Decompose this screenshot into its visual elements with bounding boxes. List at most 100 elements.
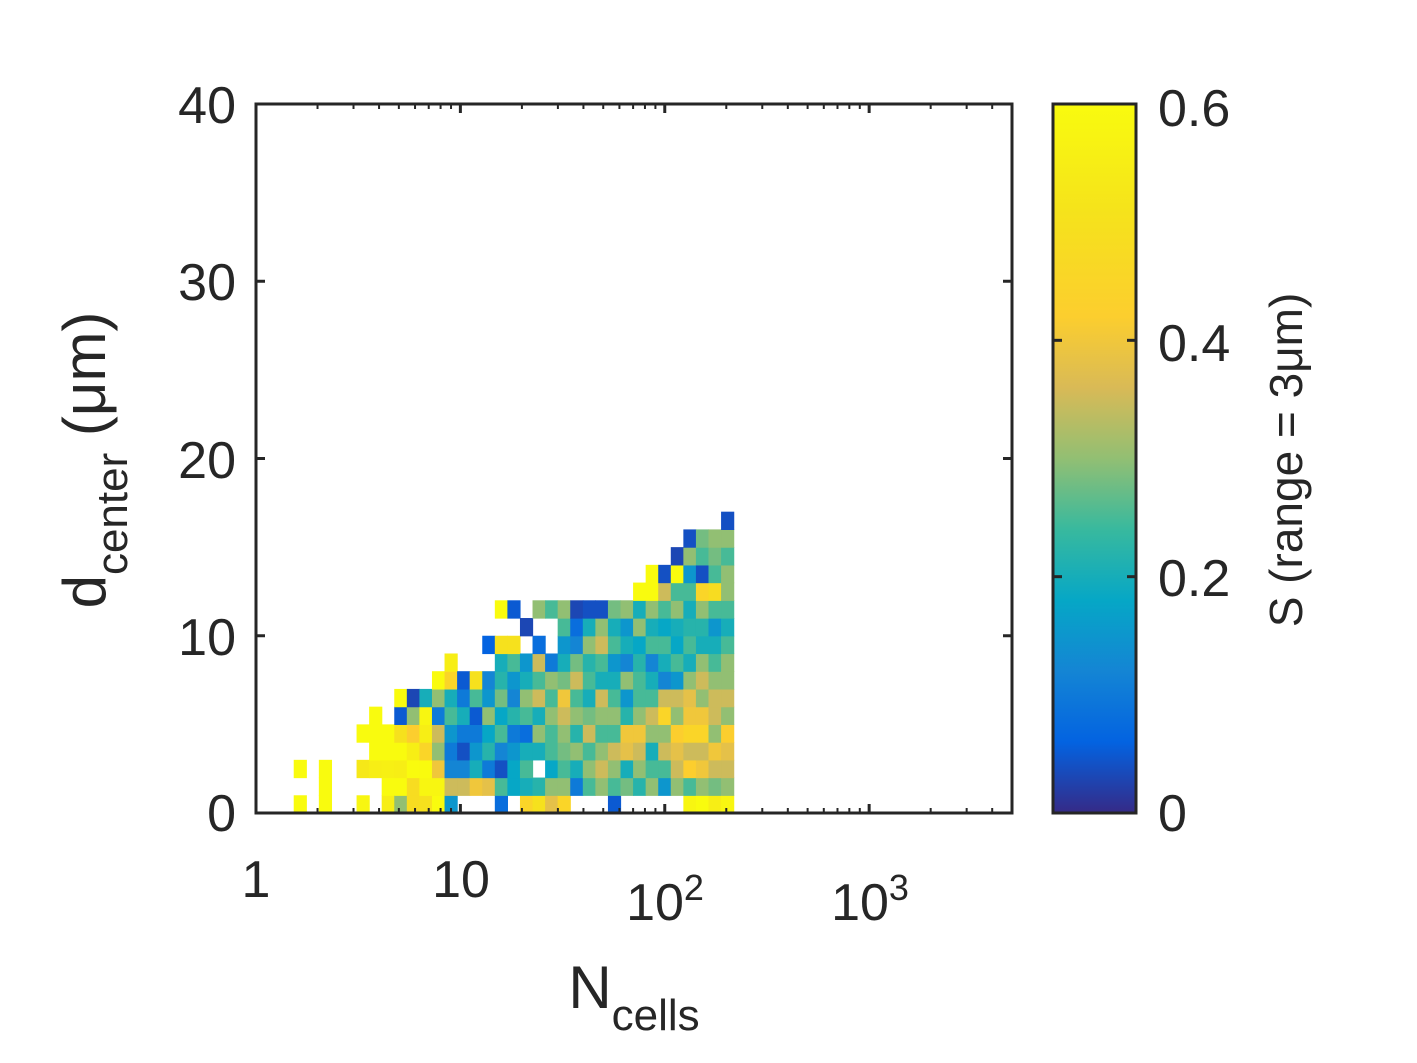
y-axis-label: dcenter (μm): [51, 312, 137, 609]
heatmap-cell: [595, 742, 609, 761]
heatmap-cell: [620, 759, 634, 779]
heatmap-cell: [695, 600, 710, 619]
heatmap-cell: [419, 777, 433, 796]
heatmap-cell: [532, 600, 546, 619]
heatmap-cell: [482, 777, 496, 796]
heatmap-cell: [695, 582, 710, 601]
heatmap-cell: [721, 529, 735, 548]
heatmap-cell: [620, 742, 634, 761]
heatmap-cell: [406, 742, 420, 761]
heatmap-cell: [658, 742, 672, 761]
heatmap-cell: [519, 795, 534, 814]
heatmap-cell: [557, 724, 571, 743]
heatmap-cell: [545, 777, 559, 796]
heatmap-cell: [394, 706, 408, 725]
heatmap-cell: [519, 706, 534, 725]
colorbar-tick-label: 0.2: [1158, 550, 1230, 608]
heatmap-cell: [582, 742, 596, 761]
heatmap-cell: [683, 653, 697, 672]
heatmap-cell: [633, 582, 647, 601]
heatmap-cell: [431, 724, 446, 743]
heatmap-cell: [595, 600, 609, 619]
heatmap-cell: [494, 724, 508, 743]
heatmap-cell: [658, 635, 672, 655]
heatmap-cell: [444, 742, 458, 761]
heatmap-cell: [633, 600, 647, 619]
heatmap-cell: [570, 688, 584, 708]
heatmap-cell: [670, 777, 684, 796]
heatmap-cell: [645, 724, 659, 743]
colorbar-gradient: [1051, 102, 1138, 815]
heatmap-cell: [695, 635, 710, 655]
heatmap-cell: [645, 582, 659, 601]
heatmap-cell: [620, 688, 634, 708]
heatmap-cell: [419, 795, 433, 814]
heatmap-cell: [645, 706, 659, 725]
heatmap-cell: [557, 706, 571, 725]
heatmap-cell: [507, 777, 521, 796]
heatmap-cell: [356, 759, 370, 779]
heatmap-cell: [381, 742, 395, 761]
y-tick-label: 0: [207, 785, 236, 843]
heatmap-cell: [658, 706, 672, 725]
heatmap-cell: [695, 706, 710, 725]
heatmap-cell: [721, 724, 735, 743]
heatmap-cell: [494, 653, 508, 672]
heatmap-cell: [570, 759, 584, 779]
heatmap-cell: [482, 688, 496, 708]
heatmap-cell: [620, 724, 634, 743]
heatmap-cell: [683, 759, 697, 779]
heatmap-cell: [670, 759, 684, 779]
heatmap-cell: [444, 671, 458, 690]
heatmap-cell: [670, 564, 684, 584]
heatmap-cell: [708, 706, 722, 725]
heatmap-cell: [494, 742, 508, 761]
heatmap-cell: [318, 759, 333, 779]
heatmap-cell: [557, 635, 571, 655]
heatmap-cell: [708, 671, 722, 690]
heatmap-cell: [607, 795, 622, 814]
heatmap-cell: [721, 671, 735, 690]
heatmap-cell: [381, 795, 395, 814]
heatmap-cell: [457, 742, 471, 761]
heatmap-cell: [721, 635, 735, 655]
heatmap-cell: [369, 706, 383, 725]
heatmap-cell: [670, 618, 684, 637]
heatmap-cell: [595, 777, 609, 796]
heatmap-cell: [721, 653, 735, 672]
heatmap-cell: [457, 671, 471, 690]
heatmap-cell: [381, 759, 395, 779]
heatmap-cell: [620, 635, 634, 655]
heatmap-cell: [457, 688, 471, 708]
heatmap-cell: [419, 742, 433, 761]
heatmap-cell: [633, 742, 647, 761]
heatmap-cells: [293, 511, 735, 814]
heatmap-cell: [444, 653, 458, 672]
y-tick-label: 40: [178, 77, 236, 135]
heatmap-cell: [570, 671, 584, 690]
heatmap-cell: [482, 759, 496, 779]
heatmap-cell: [394, 724, 408, 743]
heatmap-cell: [645, 653, 659, 672]
heatmap-cell: [582, 653, 596, 672]
heatmap-cell: [708, 688, 722, 708]
heatmap-cell: [469, 706, 483, 725]
heatmap-cell: [708, 759, 722, 779]
heatmap-cell: [557, 777, 571, 796]
heatmap-cell: [406, 688, 420, 708]
heatmap-cell: [419, 759, 433, 779]
heatmap-cell: [670, 582, 684, 601]
x-tick-label: 102: [626, 867, 704, 933]
heatmap-cell: [469, 688, 483, 708]
heatmap-cell: [708, 635, 722, 655]
heatmap-cell: [633, 635, 647, 655]
heatmap-cell: [570, 653, 584, 672]
heatmap-cell: [695, 653, 710, 672]
heatmap-cell: [670, 653, 684, 672]
colorbar-tick-label: 0: [1158, 785, 1187, 843]
heatmap-cell: [557, 795, 571, 814]
heatmap-cell: [494, 671, 508, 690]
heatmap-cell: [708, 582, 722, 601]
heatmap-cell: [708, 547, 722, 566]
heatmap-cell: [431, 759, 446, 779]
